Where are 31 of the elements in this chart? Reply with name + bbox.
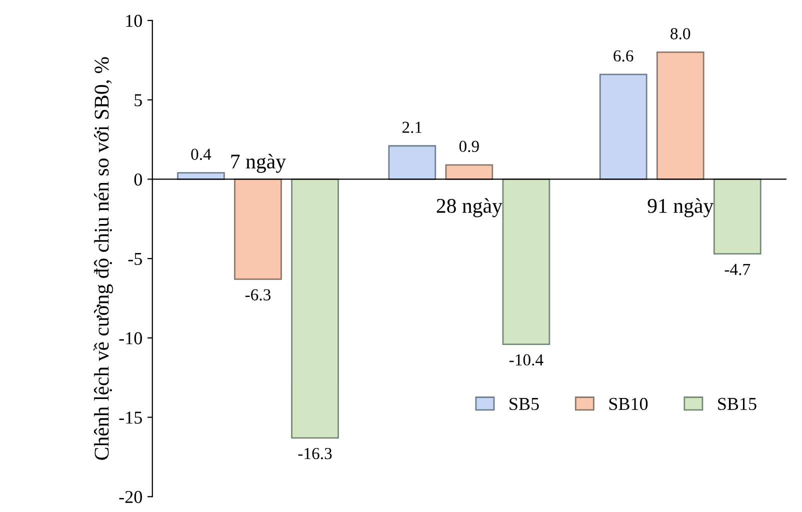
data-label: -6.3 (245, 289, 271, 301)
data-label: 6.6 (614, 50, 634, 62)
data-label: -10.4 (509, 354, 544, 366)
x-tick-label: 91 ngày (648, 198, 714, 218)
bar (599, 74, 648, 180)
data-label: 0.4 (191, 148, 212, 160)
y-axis-title: Chênh lệch về cường độ chịu nén so với SB0, % (93, 57, 114, 460)
y-tick-label: -15 (119, 412, 142, 424)
x-tick-label: 7 ngày (231, 154, 286, 173)
data-label: 2.1 (402, 122, 422, 134)
y-tick-label: 5 (134, 94, 142, 106)
data-label: 8.0 (670, 28, 690, 40)
y-tick-label: 10 (126, 14, 142, 27)
y-tick-label: 0 (134, 173, 142, 186)
bar (713, 178, 762, 254)
y-tick-label: -5 (128, 253, 142, 265)
data-label: 0.9 (459, 140, 479, 152)
bar (234, 178, 282, 280)
bar (291, 178, 339, 439)
y-tick-label: -10 (119, 332, 142, 344)
legend-label: SB10 (609, 398, 648, 410)
bar (388, 145, 436, 180)
bar (445, 164, 494, 180)
legend-label: SB15 (718, 398, 756, 410)
x-tick-label: 28 ngày (436, 198, 502, 218)
data-label: -4.7 (724, 264, 750, 276)
bar (656, 52, 704, 180)
data-label: -16.3 (298, 448, 332, 460)
bar (502, 178, 550, 345)
legend-label: SB5 (510, 398, 539, 410)
y-tick-label: -20 (119, 490, 142, 504)
